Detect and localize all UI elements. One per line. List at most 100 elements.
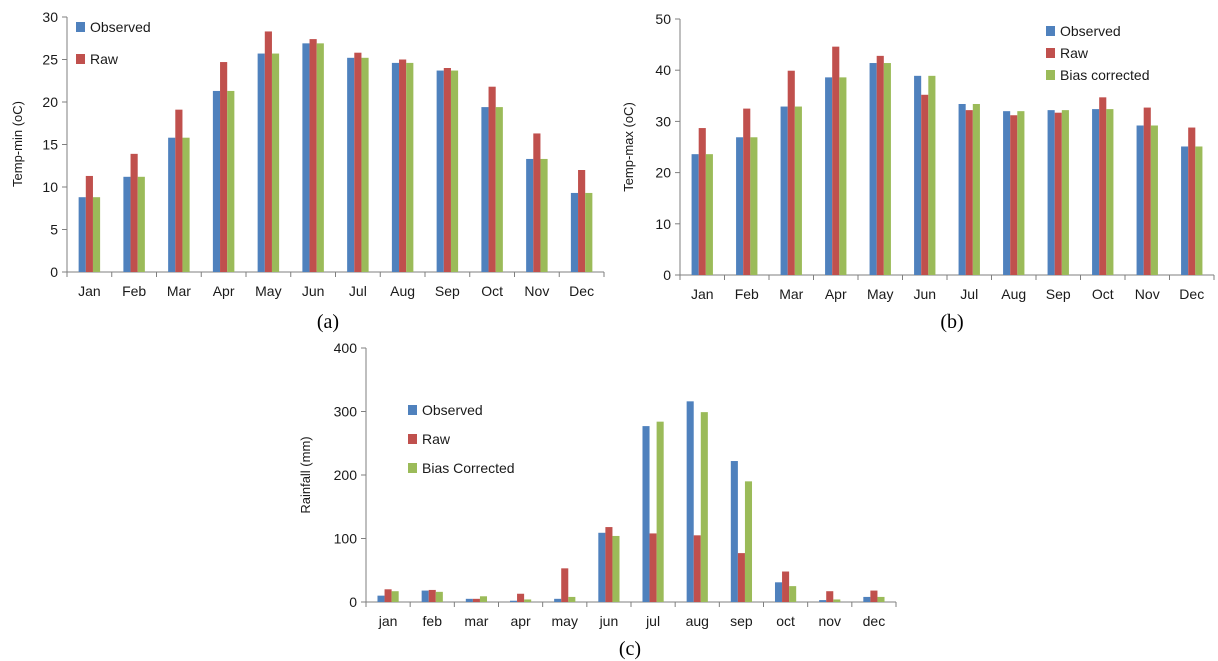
bar (833, 599, 841, 602)
y-tick-label: 100 (334, 531, 358, 547)
bar (1106, 109, 1114, 275)
bar (450, 70, 459, 272)
y-tick-label: 300 (334, 404, 358, 420)
y-tick-label: 30 (655, 113, 671, 129)
bar (826, 591, 834, 602)
legend-label: Observed (1060, 23, 1121, 39)
legend: Observed Raw (76, 19, 151, 67)
bar (1099, 97, 1107, 275)
y-tick-label: 400 (334, 340, 358, 356)
bar (421, 590, 429, 602)
bar (598, 532, 606, 602)
bar (1047, 110, 1055, 275)
bar (568, 596, 576, 602)
y-tick-label: 0 (50, 264, 58, 280)
bar (524, 599, 532, 602)
bar (175, 109, 183, 273)
legend-swatch (408, 405, 417, 415)
y-axis-label: Rainfall (mm) (298, 436, 313, 513)
bar (691, 154, 699, 275)
x-tick-label: Apr (825, 286, 847, 302)
bar (347, 57, 355, 272)
x-tick-label: Oct (481, 283, 503, 299)
bar (479, 596, 488, 602)
legend-label: Bias Corrected (422, 460, 515, 476)
y-tick-label: 40 (655, 62, 671, 78)
bar (705, 154, 713, 275)
bar (391, 591, 399, 602)
legend-label: Raw (1060, 45, 1089, 61)
bar (1188, 127, 1196, 275)
x-tick-label: jun (599, 613, 619, 629)
bar (736, 137, 744, 275)
x-tick-label: nov (818, 613, 841, 629)
y-tick-label: 200 (334, 467, 358, 483)
bar (354, 52, 362, 273)
panel-label: (c) (619, 638, 641, 660)
y-tick-label: 30 (42, 9, 58, 25)
x-tick-label: mar (464, 613, 488, 629)
bar (876, 55, 884, 275)
bar (698, 128, 706, 275)
legend-swatch (408, 463, 417, 473)
bar (750, 137, 758, 275)
bar (585, 192, 593, 272)
bar (743, 108, 751, 275)
y-axis-label: Temp-max (oC) (621, 102, 636, 192)
y-tick-label: 10 (42, 179, 58, 195)
panel-label: (b) (940, 311, 963, 333)
bar (642, 426, 650, 602)
x-tick-label: Jul (349, 283, 367, 299)
x-tick-label: Aug (390, 283, 415, 299)
bar (561, 568, 569, 602)
bar (578, 170, 586, 272)
bar (928, 75, 936, 275)
bar (700, 412, 708, 602)
bar (883, 63, 891, 276)
bar (1150, 125, 1158, 275)
bar (612, 535, 620, 602)
bar (794, 106, 802, 275)
legend-swatch (1046, 48, 1055, 58)
legend-label: Raw (90, 51, 119, 67)
bar (1010, 115, 1018, 275)
bar (465, 598, 473, 602)
x-tick-label: jul (645, 613, 660, 629)
x-tick-label: sep (730, 613, 753, 629)
x-tick-label: Jan (78, 283, 101, 299)
x-tick-label: Sep (1046, 286, 1071, 302)
bar (782, 571, 790, 602)
bar (972, 103, 980, 275)
x-tick-label: Nov (1135, 286, 1160, 302)
bar (839, 77, 847, 275)
x-tick-label: apr (510, 613, 531, 629)
bar (1136, 125, 1144, 275)
bar (495, 107, 503, 272)
bar (481, 107, 489, 272)
legend-swatch (408, 434, 417, 444)
y-tick-label: 50 (655, 11, 671, 27)
legend: Observed Raw Bias Corrected (408, 402, 515, 476)
bar (870, 590, 878, 602)
bar (384, 589, 392, 602)
bar (863, 596, 871, 602)
bar (227, 90, 235, 272)
legend-label: Observed (422, 402, 483, 418)
x-tick-label: Dec (569, 283, 594, 299)
x-tick-label: dec (863, 613, 886, 629)
x-tick-label: Jun (302, 283, 325, 299)
x-tick-label: Mar (167, 283, 191, 299)
bar (787, 70, 795, 275)
bar (316, 43, 324, 272)
bar (517, 593, 525, 602)
bar (825, 77, 833, 275)
bar (406, 62, 414, 273)
bar (123, 176, 131, 272)
bar (130, 153, 138, 272)
bar (958, 103, 966, 275)
bar (488, 86, 496, 272)
bar (92, 197, 101, 272)
bar (789, 586, 797, 602)
chart-panel-a: 0 5 10 15 20 25 30 Jan Feb Mar Apr May Jun Jul Aug Sep O… (10, 9, 605, 333)
